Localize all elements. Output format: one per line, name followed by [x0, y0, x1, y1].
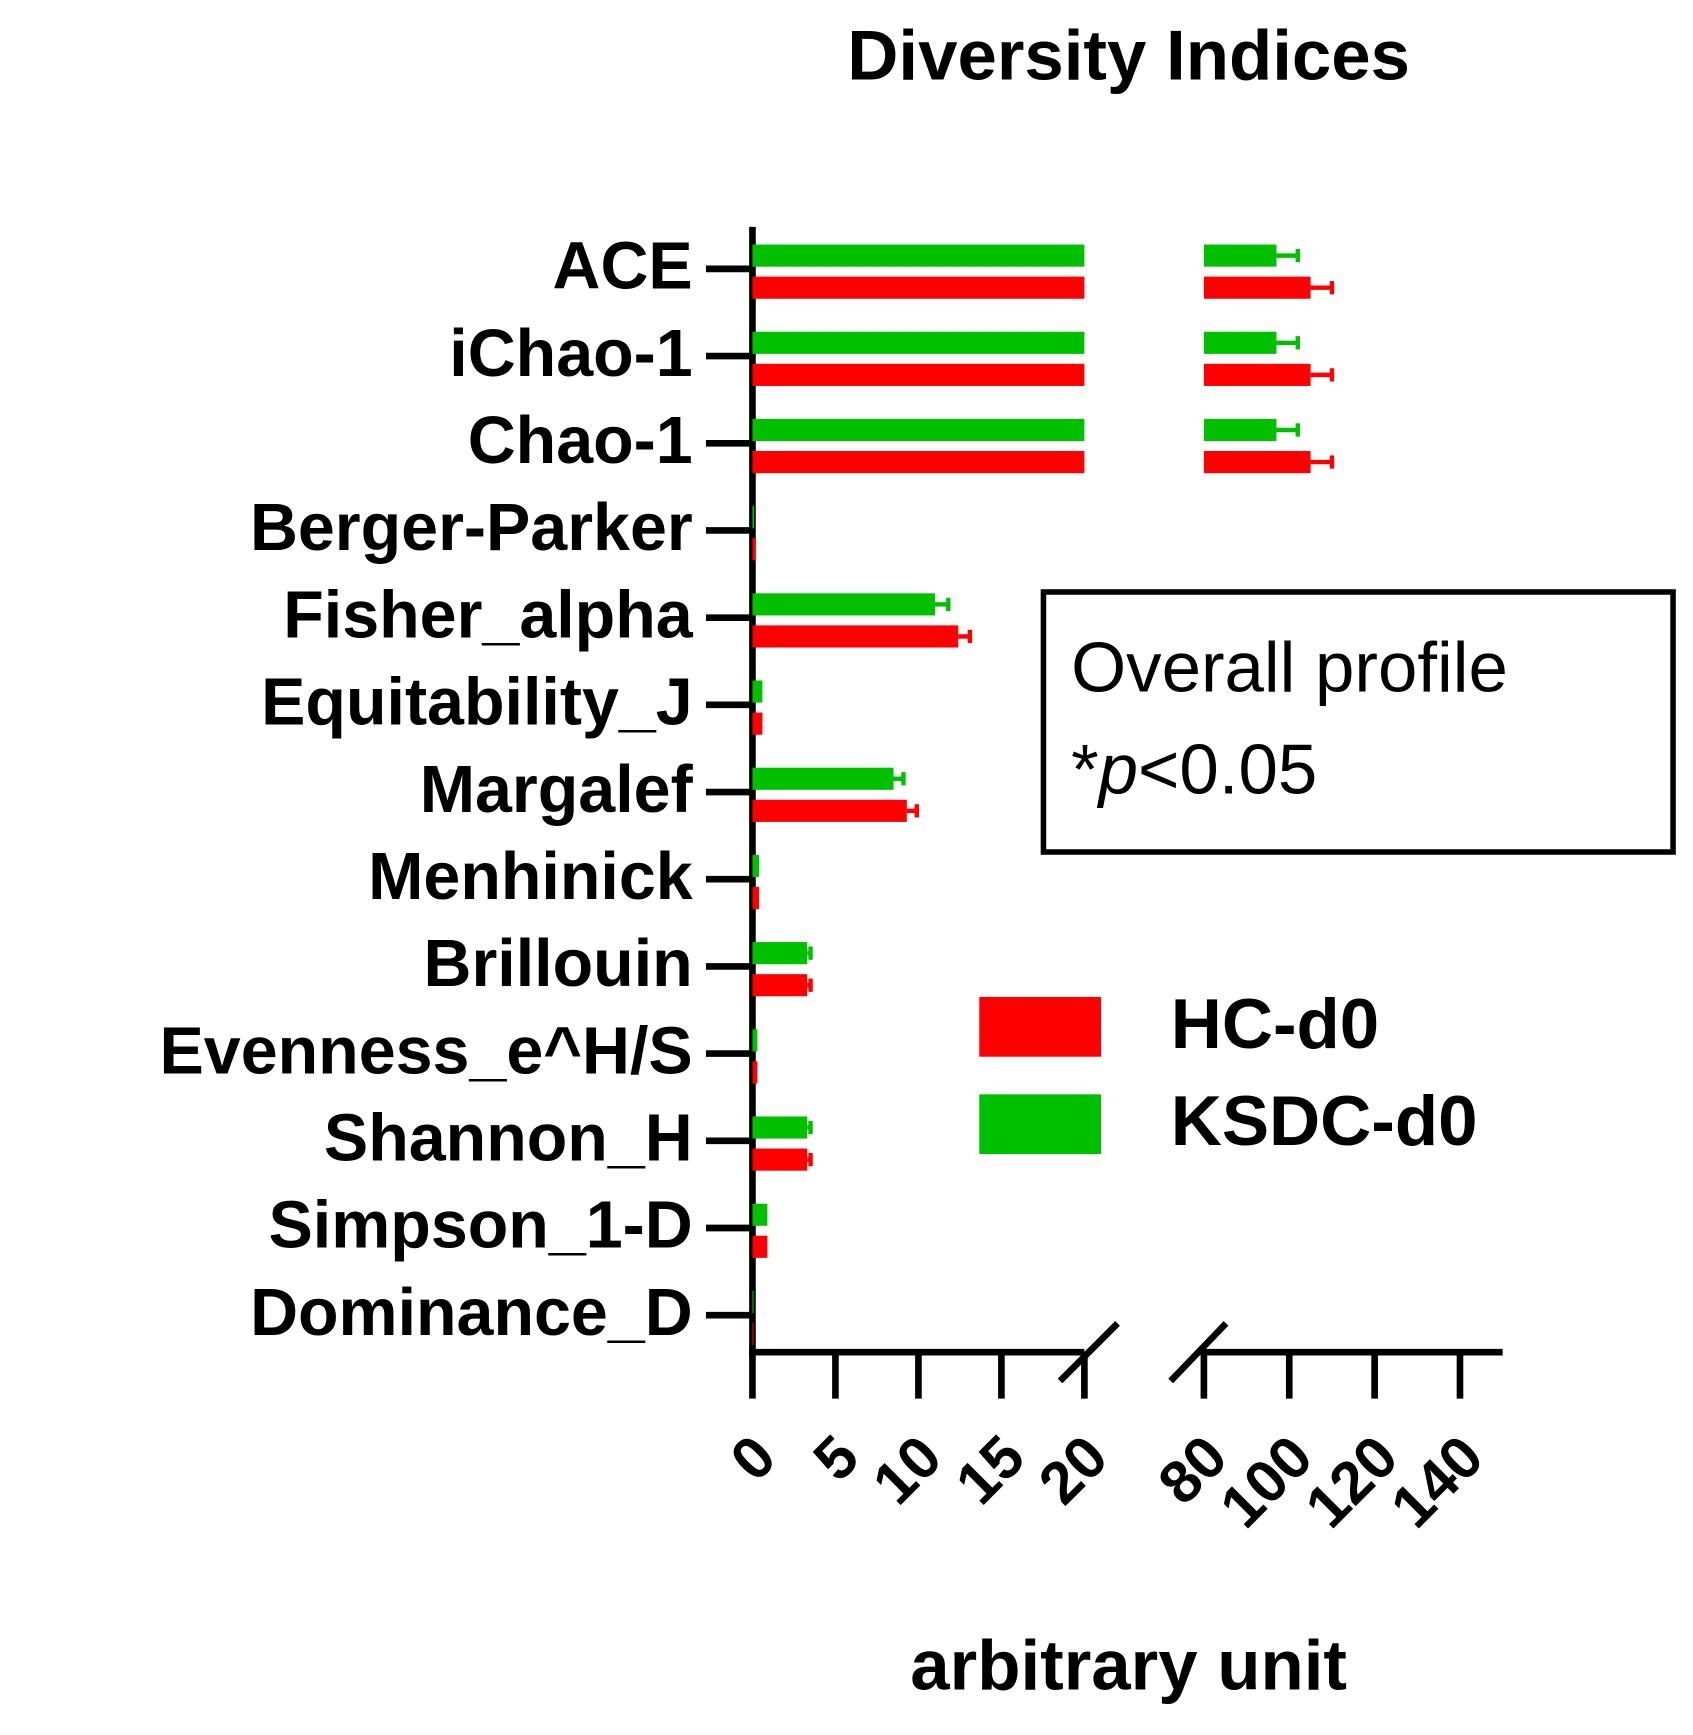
y-tick-label: Shannon_H — [324, 1102, 693, 1176]
bar — [752, 1148, 808, 1171]
bar — [752, 331, 1085, 354]
y-tick-label: Chao-1 — [468, 404, 693, 478]
legend-swatch — [979, 996, 1101, 1057]
bar — [752, 276, 1085, 299]
bar — [752, 1322, 754, 1346]
bar — [752, 854, 760, 878]
error-bar — [807, 946, 813, 960]
bar — [752, 886, 760, 910]
error-bar — [807, 1152, 813, 1167]
error-bar — [958, 629, 973, 644]
y-tick-label: Evenness_e^H/S — [160, 1014, 693, 1088]
legend-label: KSDC-d0 — [1171, 1082, 1478, 1161]
y-tick-label: Brillouin — [424, 927, 693, 1001]
bar — [752, 363, 1085, 386]
bar — [1203, 276, 1311, 299]
bar — [752, 767, 894, 790]
y-tick-label: Equitability_J — [261, 666, 693, 740]
bar — [1203, 418, 1277, 442]
bar — [752, 625, 959, 648]
y-tick-label: Dominance_D — [250, 1276, 693, 1350]
bar — [752, 1029, 758, 1052]
y-tick-label: Fisher_alpha — [283, 578, 694, 652]
bar — [752, 1116, 808, 1139]
y-tick-label: iChao-1 — [449, 317, 692, 391]
bar — [752, 799, 907, 822]
error-bar — [1276, 423, 1301, 437]
x-tick-label: 0 — [717, 1422, 788, 1493]
y-tick-label: Margalef — [420, 753, 694, 827]
x-tick-label: 15 — [943, 1422, 1037, 1516]
annotation-box — [1040, 589, 1676, 855]
bar — [752, 1203, 768, 1226]
legend-label: HC-d0 — [1171, 985, 1379, 1064]
bar — [1203, 244, 1277, 267]
bar — [752, 712, 763, 735]
bar — [752, 538, 756, 561]
x-axis-title: arbitrary unit — [910, 1627, 1347, 1706]
error-bar — [1310, 368, 1335, 382]
error-bar — [893, 772, 906, 786]
error-bar — [807, 978, 813, 992]
bar — [1203, 363, 1311, 386]
bar — [752, 1290, 754, 1313]
axis-break — [1057, 1321, 1120, 1384]
bar — [752, 942, 808, 965]
annotation-part: <0.05 — [1138, 730, 1317, 809]
annotation-text: *p<0.05 — [1071, 730, 1317, 809]
bar — [752, 418, 1085, 442]
axis-break — [1168, 1321, 1229, 1384]
y-tick-label: ACE — [553, 230, 693, 304]
error-bar — [1276, 248, 1301, 263]
x-tick-label: 5 — [800, 1422, 871, 1493]
error-bar — [807, 1120, 813, 1135]
annotation-part: * — [1071, 730, 1099, 809]
bar — [1203, 331, 1277, 354]
error-bar — [1276, 336, 1301, 350]
error-bar — [906, 804, 919, 818]
chart-title: Diversity Indices — [847, 17, 1410, 96]
bar — [752, 593, 936, 616]
bar — [1203, 451, 1311, 474]
y-tick-label: Simpson_1-D — [269, 1189, 693, 1263]
x-tick-label: 10 — [860, 1422, 954, 1516]
legend-swatch — [979, 1094, 1101, 1155]
bar — [752, 451, 1085, 474]
annotation-text: Overall profile — [1071, 628, 1508, 707]
y-tick-label: Menhinick — [368, 840, 693, 914]
annotation-part: p — [1097, 730, 1138, 809]
bar — [752, 1235, 768, 1258]
x-tick-label: 20 — [1026, 1422, 1120, 1516]
error-bar — [935, 597, 951, 612]
bar — [752, 680, 763, 703]
x-tick-label: 140 — [1378, 1422, 1496, 1540]
y-tick-label: Berger-Parker — [250, 491, 693, 565]
error-bar — [1310, 455, 1335, 469]
bar — [752, 244, 1085, 267]
bar — [752, 974, 808, 997]
bar — [752, 1061, 758, 1084]
error-bar — [1310, 281, 1335, 295]
bar — [752, 506, 755, 529]
